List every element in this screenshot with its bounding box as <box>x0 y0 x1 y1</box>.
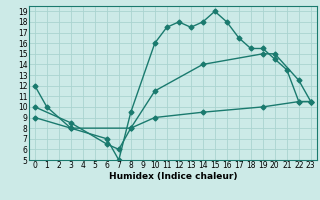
X-axis label: Humidex (Indice chaleur): Humidex (Indice chaleur) <box>108 172 237 181</box>
